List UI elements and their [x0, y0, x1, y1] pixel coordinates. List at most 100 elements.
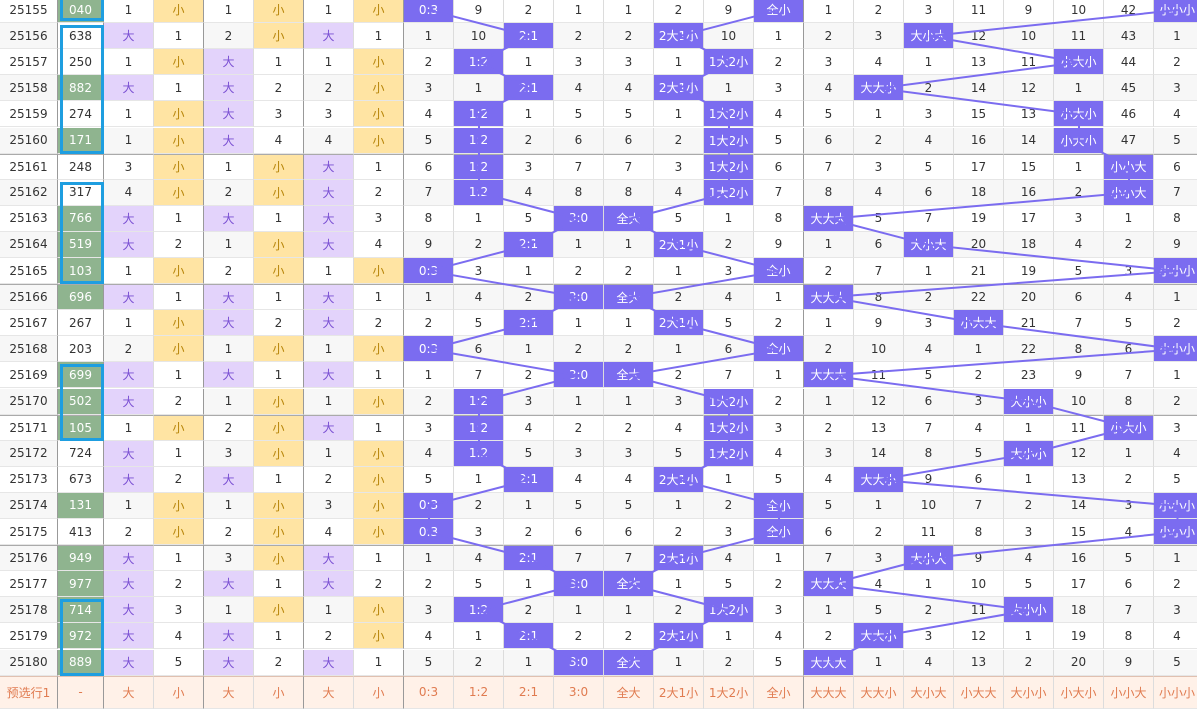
hit-cell: 1大2小 — [704, 179, 754, 206]
trend-cell: 2 — [1154, 49, 1197, 76]
trend-cell: 5 — [704, 310, 754, 337]
prediction-cell[interactable]: 小小大 — [1104, 675, 1154, 709]
trend-cell: 1 — [1104, 205, 1154, 232]
hit-cell: 小大小 — [1104, 414, 1154, 441]
prediction-cell[interactable]: 小 — [354, 675, 404, 709]
trend-cell: 1 — [904, 571, 954, 598]
trend-cell: 1 — [854, 492, 904, 519]
trend-cell: 5 — [904, 153, 954, 180]
trend-cell: 6 — [704, 336, 754, 363]
issue-cell: 25174 — [0, 492, 58, 519]
prediction-cell[interactable]: 0:3 — [404, 675, 454, 709]
hit-cell: 1:2 — [454, 597, 504, 624]
prediction-cell[interactable]: - — [58, 675, 104, 709]
trend-cell: 7 — [454, 362, 504, 389]
trend-cell: 小 — [354, 258, 404, 285]
trend-cell: 2 — [454, 231, 504, 258]
prediction-cell[interactable]: 全大 — [604, 675, 654, 709]
trend-cell: 1 — [254, 205, 304, 232]
trend-cell: 大 — [104, 284, 154, 311]
prediction-cell[interactable]: 3:0 — [554, 675, 604, 709]
draw-number-cell: 766 — [58, 205, 104, 232]
trend-cell: 小 — [254, 414, 304, 441]
trend-cell: 2 — [154, 466, 204, 493]
trend-cell: 3 — [804, 49, 854, 76]
trend-cell: 3 — [204, 545, 254, 572]
trend-cell: 8 — [904, 440, 954, 467]
prediction-cell[interactable]: 小 — [254, 675, 304, 709]
trend-cell: 8 — [1054, 336, 1104, 363]
trend-cell: 5 — [1154, 467, 1197, 493]
prediction-cell[interactable]: 小大小 — [1054, 675, 1104, 709]
trend-cell: 小 — [254, 519, 304, 546]
issue-cell: 25159 — [0, 101, 58, 128]
trend-cell: 1 — [354, 153, 404, 180]
trend-cell: 2 — [804, 336, 854, 363]
trend-cell: 6 — [1104, 336, 1154, 363]
prediction-cell[interactable]: 2大1小 — [654, 675, 704, 709]
prediction-cell[interactable]: 小大大 — [954, 675, 1004, 709]
trend-cell: 小 — [354, 49, 404, 76]
prediction-cell[interactable]: 大 — [204, 675, 254, 709]
trend-cell: 小 — [254, 440, 304, 467]
trend-cell: 5 — [1104, 545, 1154, 572]
trend-cell: 2 — [154, 388, 204, 415]
prediction-cell[interactable]: 大大大 — [804, 675, 854, 709]
trend-cell: 2 — [604, 623, 654, 650]
trend-cell: 4 — [854, 49, 904, 76]
trend-cell: 2 — [304, 75, 354, 102]
trend-cell: 5 — [554, 492, 604, 519]
trend-cell: 大 — [204, 571, 254, 598]
hit-cell: 大小小 — [1004, 597, 1054, 624]
trend-cell: 2 — [1154, 388, 1197, 415]
prediction-cell[interactable]: 2:1 — [504, 675, 554, 709]
trend-cell: 2 — [154, 231, 204, 258]
prediction-cell[interactable]: 1:2 — [454, 675, 504, 709]
trend-cell: 7 — [804, 153, 854, 180]
hit-cell: 1大2小 — [704, 388, 754, 415]
hit-cell: 1:2 — [454, 153, 504, 180]
trend-cell: 3 — [1104, 492, 1154, 519]
trend-cell: 1 — [304, 258, 354, 285]
trend-cell: 46 — [1104, 101, 1154, 128]
trend-cell: 7 — [604, 545, 654, 572]
trend-cell: 2 — [1104, 466, 1154, 493]
prediction-cell[interactable]: 大小大 — [904, 675, 954, 709]
trend-cell: 14 — [854, 440, 904, 467]
trend-cell: 小 — [154, 258, 204, 285]
prediction-cell[interactable]: 大 — [104, 675, 154, 709]
draw-number-cell: 131 — [58, 492, 104, 519]
trend-cell: 5 — [404, 127, 454, 154]
prediction-cell[interactable]: 小 — [154, 675, 204, 709]
trend-cell: 5 — [654, 205, 704, 232]
prediction-cell[interactable]: 大 — [304, 675, 354, 709]
trend-cell: 2 — [804, 258, 854, 285]
trend-cell: 11 — [854, 362, 904, 389]
trend-cell: 4 — [504, 414, 554, 441]
trend-cell: 1 — [754, 545, 804, 572]
prediction-row-label[interactable]: 预选行1 — [0, 675, 58, 709]
prediction-cell[interactable]: 大小小 — [1004, 675, 1054, 709]
prediction-cell[interactable]: 全小 — [754, 675, 804, 709]
trend-cell: 1 — [554, 0, 604, 24]
trend-cell: 大 — [304, 414, 354, 441]
trend-cell: 1 — [204, 597, 254, 624]
issue-cell: 25176 — [0, 545, 58, 572]
trend-cell: 15 — [954, 101, 1004, 128]
trend-cell: 7 — [704, 362, 754, 389]
trend-cell: 14 — [954, 75, 1004, 102]
trend-cell: 1 — [704, 466, 754, 493]
hit-cell: 大大大 — [804, 284, 854, 311]
trend-cell: 2 — [604, 258, 654, 285]
trend-cell: 2 — [1154, 571, 1197, 598]
trend-cell: 7 — [554, 545, 604, 572]
trend-cell: 2 — [854, 519, 904, 546]
trend-cell: 大 — [204, 205, 254, 232]
trend-cell: 2 — [204, 258, 254, 285]
prediction-cell[interactable]: 小小小 — [1154, 675, 1197, 709]
prediction-cell[interactable]: 1大2小 — [704, 675, 754, 709]
trend-cell: 5 — [754, 649, 804, 676]
prediction-cell[interactable]: 大大小 — [854, 675, 904, 709]
trend-cell: 3 — [504, 388, 554, 415]
trend-cell: 13 — [1054, 466, 1104, 493]
